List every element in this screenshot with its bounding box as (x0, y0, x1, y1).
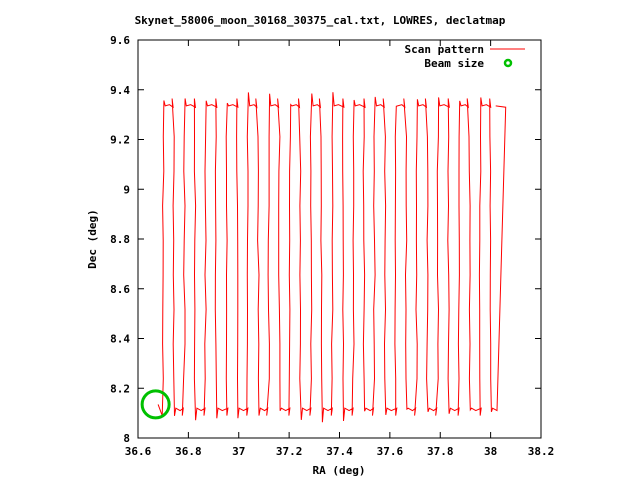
beam-size-series (140, 389, 171, 420)
x-tick-label: 36.6 (125, 445, 152, 458)
x-axis-label: RA (deg) (313, 464, 366, 477)
x-tick-label: 38.2 (528, 445, 555, 458)
y-tick-label: 9.6 (110, 34, 130, 47)
chart-title: Skynet_58006_moon_30168_30375_cal.txt, L… (135, 14, 506, 27)
beam-size-circle (140, 389, 171, 420)
y-tick-label: 9 (123, 183, 130, 196)
x-tick-label: 36.8 (175, 445, 202, 458)
x-ticks: 36.6 36.8 37 37.2 37.4 37.6 37.8 38 38.2 (125, 40, 555, 458)
y-ticks: 8 8.2 8.4 8.6 8.8 9 9.2 9.4 9.6 (110, 34, 541, 445)
y-tick-label: 8.6 (110, 283, 130, 296)
x-tick-label: 38 (484, 445, 497, 458)
legend-swatch-beam-size (503, 58, 513, 68)
x-tick-label: 37.4 (326, 445, 353, 458)
legend: Scan pattern Beam size (405, 43, 525, 70)
x-tick-label: 37.8 (427, 445, 454, 458)
y-tick-label: 9.4 (110, 84, 130, 97)
scan-pattern-line (157, 92, 507, 423)
y-tick-label: 8.4 (110, 333, 130, 346)
x-tick-label: 37.2 (276, 445, 303, 458)
legend-label-scan-pattern: Scan pattern (405, 43, 484, 56)
legend-label-beam-size: Beam size (424, 57, 484, 70)
scan-pattern-series (157, 92, 507, 423)
x-tick-label: 37 (232, 445, 245, 458)
x-tick-label: 37.6 (377, 445, 404, 458)
y-tick-label: 8.2 (110, 382, 130, 395)
y-tick-label: 8 (123, 432, 130, 445)
y-tick-label: 9.2 (110, 134, 130, 147)
y-axis-label: Dec (deg) (86, 209, 99, 269)
y-tick-label: 8.8 (110, 233, 130, 246)
